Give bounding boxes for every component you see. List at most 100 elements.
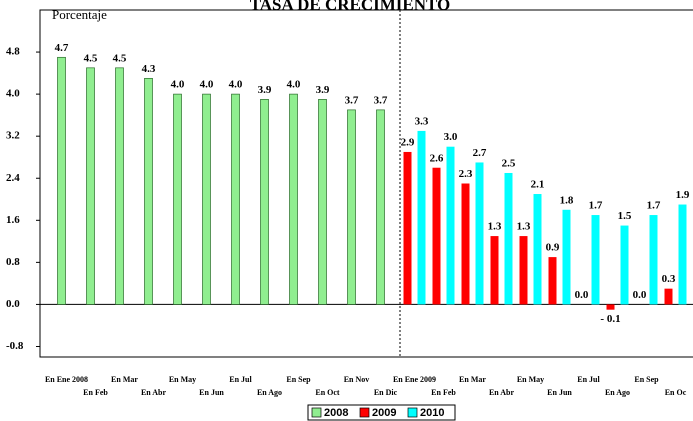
data-label: 2.7 <box>473 147 487 159</box>
x-tick-label: En Jul <box>577 375 600 384</box>
y-tick-label: 0.0 <box>6 298 20 310</box>
x-tick-label: En Ene 2008 <box>45 375 88 384</box>
x-tick-label: En Jun <box>199 388 224 397</box>
data-label: 3.9 <box>258 84 272 96</box>
data-label: 4.5 <box>84 52 98 64</box>
bar <box>403 151 412 305</box>
bar <box>649 215 658 305</box>
y-tick-label: 2.4 <box>6 172 20 184</box>
bar <box>173 93 182 305</box>
data-label: 3.9 <box>316 84 330 96</box>
x-tick-label: En Jun <box>547 388 572 397</box>
x-tick-label: En Abr <box>489 388 515 397</box>
data-label: 1.3 <box>488 221 502 233</box>
bar <box>115 67 124 305</box>
data-label: 4.0 <box>287 79 301 91</box>
x-tick-label: En Ago <box>257 388 282 397</box>
x-tick-label: En May <box>169 375 196 384</box>
data-label: 3.3 <box>415 115 429 127</box>
data-label: 4.0 <box>200 79 214 91</box>
bar <box>504 172 513 305</box>
y-tick-label: 4.8 <box>6 46 20 58</box>
chart-title: TASA DE CRECIMIENTO <box>250 0 451 14</box>
y-tick-label: 4.0 <box>6 88 20 100</box>
bar <box>461 183 470 305</box>
data-label: 3.7 <box>374 94 388 106</box>
bar <box>519 236 528 305</box>
data-label: 0.3 <box>662 273 676 285</box>
x-tick-label: En Sep <box>634 375 659 384</box>
bar <box>202 93 211 305</box>
x-tick-label: En Jul <box>229 375 252 384</box>
bar <box>57 56 66 305</box>
x-tick-label: En Sep <box>286 375 311 384</box>
bar <box>664 288 673 305</box>
data-label: 2.3 <box>459 168 473 180</box>
bar <box>591 215 600 305</box>
data-label: 4.7 <box>55 42 69 54</box>
bar <box>318 99 327 305</box>
x-tick-label: En Abr <box>141 388 167 397</box>
legend-box <box>307 404 456 421</box>
plot-frame <box>39 9 693 358</box>
data-label: 2.6 <box>430 152 444 164</box>
bar <box>260 99 269 305</box>
x-tick-label: En Oct <box>315 388 340 397</box>
x-tick-label: En May <box>517 375 544 384</box>
legend-label: 2008 <box>324 407 348 419</box>
data-label: 1.9 <box>676 189 690 201</box>
y-axis-label: Porcentaje <box>52 7 107 22</box>
data-label: 4.5 <box>113 52 127 64</box>
bar <box>533 194 542 305</box>
bar <box>432 167 441 305</box>
bar <box>446 146 455 305</box>
x-tick-label: En Ene 2009 <box>393 375 436 384</box>
y-tick-label: -0.8 <box>6 340 24 352</box>
bar <box>231 93 240 305</box>
x-tick-label: En Mar <box>459 375 486 384</box>
data-label: 0.0 <box>575 289 589 301</box>
x-tick-label: En Ago <box>605 388 630 397</box>
bar <box>606 304 615 310</box>
y-tick-label: 3.2 <box>6 130 20 142</box>
data-label: - 0.1 <box>600 313 620 325</box>
data-label: 1.7 <box>589 200 603 212</box>
data-label: 2.5 <box>502 158 516 170</box>
bar <box>376 109 385 305</box>
data-label: 0.9 <box>546 242 560 254</box>
bar <box>347 109 356 305</box>
y-tick-label: 0.8 <box>6 256 20 268</box>
bar <box>417 130 426 305</box>
data-label: 4.0 <box>171 79 185 91</box>
bar <box>562 209 571 305</box>
legend-label: 2010 <box>420 407 444 419</box>
data-label: 2.1 <box>531 179 545 191</box>
data-label: 1.5 <box>618 210 632 222</box>
data-label: 4.0 <box>229 79 243 91</box>
data-label: 0.0 <box>633 289 647 301</box>
data-label: 4.3 <box>142 63 156 75</box>
data-label: 3.0 <box>444 131 458 143</box>
x-tick-label: En Oc <box>665 388 687 397</box>
bar <box>86 67 95 305</box>
bar <box>548 257 557 305</box>
bar <box>678 204 687 305</box>
x-tick-label: En Feb <box>431 388 456 397</box>
bar <box>620 225 629 305</box>
data-label: 2.9 <box>401 136 415 148</box>
data-label: 1.8 <box>560 194 574 206</box>
legend-swatch <box>359 407 370 418</box>
legend-swatch <box>407 407 418 418</box>
x-tick-label: En Feb <box>83 388 108 397</box>
bar <box>475 162 484 305</box>
x-tick-label: En Mar <box>111 375 138 384</box>
x-tick-label: En Dic <box>374 388 398 397</box>
data-label: 1.3 <box>517 221 531 233</box>
legend-label: 2009 <box>372 407 396 419</box>
data-label: 1.7 <box>647 200 661 212</box>
bar <box>490 236 499 305</box>
bar <box>144 77 153 305</box>
y-tick-label: 1.6 <box>6 214 20 226</box>
data-label: 3.7 <box>345 94 359 106</box>
